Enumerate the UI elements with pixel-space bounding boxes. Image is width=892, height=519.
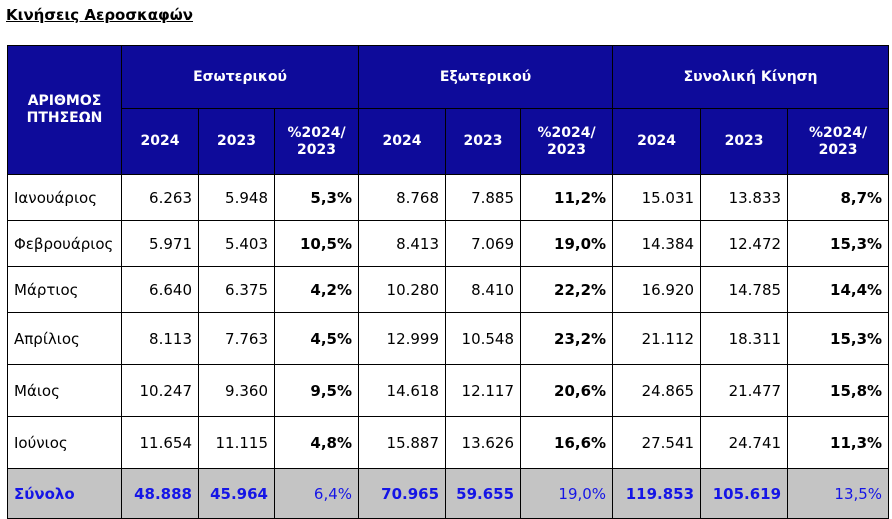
year-2024-header: 2024 bbox=[121, 108, 199, 175]
header-row-years: 2024 2023 %2024/ 2023 2024 2023 %2024/ 2… bbox=[8, 108, 890, 175]
month-cell: Ιούνιος bbox=[7, 416, 122, 469]
change-pct-header: %2024/ 2023 bbox=[787, 108, 890, 175]
domestic-change-cell: 9,5% bbox=[273, 364, 360, 417]
international-change-cell: 22,2% bbox=[520, 266, 614, 313]
total-2023-cell: 14.785 bbox=[700, 266, 789, 313]
total-2024-cell: 27.541 bbox=[612, 416, 702, 469]
total-2024-cell: 15.031 bbox=[612, 174, 702, 221]
international-change-cell: 16,6% bbox=[520, 416, 614, 469]
total-2024-cell: 14.384 bbox=[612, 220, 702, 267]
domestic-header: Εσωτερικού bbox=[120, 45, 360, 109]
total-2023-total-cell: 105.619 bbox=[700, 468, 789, 519]
domestic-2024-cell: 10.247 bbox=[121, 364, 199, 417]
total-change-cell: 15,3% bbox=[787, 312, 890, 365]
year-2024-header: 2024 bbox=[612, 108, 702, 175]
total-change-total-cell: 13,5% bbox=[787, 468, 890, 519]
total-change-cell: 15,8% bbox=[787, 364, 890, 417]
domestic-change-total-cell: 6,4% bbox=[273, 468, 360, 519]
month-cell: Φεβρουάριος bbox=[7, 220, 122, 267]
year-2023-header: 2023 bbox=[445, 108, 522, 175]
domestic-2024-cell: 6.640 bbox=[121, 266, 199, 313]
table-row: Απρίλιος 8.113 7.763 4,5% 12.999 10.548 … bbox=[7, 312, 890, 365]
international-2024-cell: 14.618 bbox=[358, 364, 447, 417]
total-2023-cell: 24.741 bbox=[700, 416, 789, 469]
international-2023-cell: 7.885 bbox=[445, 174, 522, 221]
year-2024-header: 2024 bbox=[358, 108, 447, 175]
total-2023-cell: 21.477 bbox=[700, 364, 789, 417]
table-row: Φεβρουάριος 5.971 5.403 10,5% 8.413 7.06… bbox=[7, 220, 890, 267]
international-2024-cell: 8.768 bbox=[358, 174, 447, 221]
international-2024-cell: 15.887 bbox=[358, 416, 447, 469]
domestic-change-cell: 4,8% bbox=[273, 416, 360, 469]
total-2023-cell: 13.833 bbox=[700, 174, 789, 221]
international-2023-cell: 7.069 bbox=[445, 220, 522, 267]
aircraft-movements-table: ΑΡΙΘΜΟΣ ΠΤΗΣΕΩΝ Εσωτερικού Εξωτερικού Συ… bbox=[7, 45, 890, 519]
international-2023-cell: 8.410 bbox=[445, 266, 522, 313]
table-row: Μάρτιος 6.640 6.375 4,2% 10.280 8.410 22… bbox=[7, 266, 890, 313]
international-2023-total-cell: 59.655 bbox=[445, 468, 522, 519]
domestic-2024-cell: 11.654 bbox=[121, 416, 199, 469]
domestic-2023-cell: 5.403 bbox=[198, 220, 275, 267]
domestic-change-cell: 4,5% bbox=[273, 312, 360, 365]
total-change-cell: 8,7% bbox=[787, 174, 890, 221]
international-2024-cell: 8.413 bbox=[358, 220, 447, 267]
domestic-change-cell: 5,3% bbox=[273, 174, 360, 221]
domestic-2023-cell: 11.115 bbox=[198, 416, 275, 469]
domestic-change-cell: 10,5% bbox=[273, 220, 360, 267]
total-change-cell: 14,4% bbox=[787, 266, 890, 313]
table-row: Μάιος 10.247 9.360 9,5% 14.618 12.117 20… bbox=[7, 364, 890, 417]
domestic-2023-total-cell: 45.964 bbox=[198, 468, 275, 519]
international-change-cell: 11,2% bbox=[520, 174, 614, 221]
international-change-cell: 19,0% bbox=[520, 220, 614, 267]
international-2023-cell: 10.548 bbox=[445, 312, 522, 365]
total-2023-cell: 12.472 bbox=[700, 220, 789, 267]
total-traffic-header: Συνολική Κίνηση bbox=[612, 45, 890, 109]
total-2024-cell: 24.865 bbox=[612, 364, 702, 417]
year-2023-header: 2023 bbox=[700, 108, 789, 175]
international-change-cell: 23,2% bbox=[520, 312, 614, 365]
total-2023-cell: 18.311 bbox=[700, 312, 789, 365]
total-label-cell: Σύνολο bbox=[7, 468, 122, 519]
total-2024-total-cell: 119.853 bbox=[612, 468, 702, 519]
international-2023-cell: 12.117 bbox=[445, 364, 522, 417]
international-change-cell: 20,6% bbox=[520, 364, 614, 417]
domestic-2024-total-cell: 48.888 bbox=[121, 468, 199, 519]
domestic-2023-cell: 7.763 bbox=[198, 312, 275, 365]
domestic-2024-cell: 5.971 bbox=[121, 220, 199, 267]
flights-count-header: ΑΡΙΘΜΟΣ ΠΤΗΣΕΩΝ bbox=[7, 45, 122, 175]
total-2024-cell: 16.920 bbox=[612, 266, 702, 313]
international-header: Εξωτερικού bbox=[358, 45, 614, 109]
domestic-2023-cell: 9.360 bbox=[198, 364, 275, 417]
table-row: Ιανουάριος 6.263 5.948 5,3% 8.768 7.885 … bbox=[7, 174, 890, 221]
month-cell: Μάιος bbox=[7, 364, 122, 417]
change-pct-header: %2024/ 2023 bbox=[520, 108, 614, 175]
month-cell: Απρίλιος bbox=[7, 312, 122, 365]
international-2024-cell: 12.999 bbox=[358, 312, 447, 365]
international-2024-cell: 10.280 bbox=[358, 266, 447, 313]
domestic-2023-cell: 6.375 bbox=[198, 266, 275, 313]
domestic-2024-cell: 8.113 bbox=[121, 312, 199, 365]
international-change-total-cell: 19,0% bbox=[520, 468, 614, 519]
table-row: Ιούνιος 11.654 11.115 4,8% 15.887 13.626… bbox=[7, 416, 890, 469]
total-change-cell: 11,3% bbox=[787, 416, 890, 469]
month-cell: Μάρτιος bbox=[7, 266, 122, 313]
domestic-2023-cell: 5.948 bbox=[198, 174, 275, 221]
total-row: Σύνολο 48.888 45.964 6,4% 70.965 59.655 … bbox=[7, 468, 890, 519]
change-pct-header: %2024/ 2023 bbox=[273, 108, 360, 175]
domestic-change-cell: 4,2% bbox=[273, 266, 360, 313]
total-change-cell: 15,3% bbox=[787, 220, 890, 267]
international-2024-total-cell: 70.965 bbox=[358, 468, 447, 519]
year-2023-header: 2023 bbox=[198, 108, 275, 175]
total-2024-cell: 21.112 bbox=[612, 312, 702, 365]
domestic-2024-cell: 6.263 bbox=[121, 174, 199, 221]
header-row-groups: ΑΡΙΘΜΟΣ ΠΤΗΣΕΩΝ Εσωτερικού Εξωτερικού Συ… bbox=[7, 45, 890, 175]
international-2023-cell: 13.626 bbox=[445, 416, 522, 469]
page-title: Κινήσεις Αεροσκαφών bbox=[6, 6, 193, 24]
month-cell: Ιανουάριος bbox=[7, 174, 122, 221]
